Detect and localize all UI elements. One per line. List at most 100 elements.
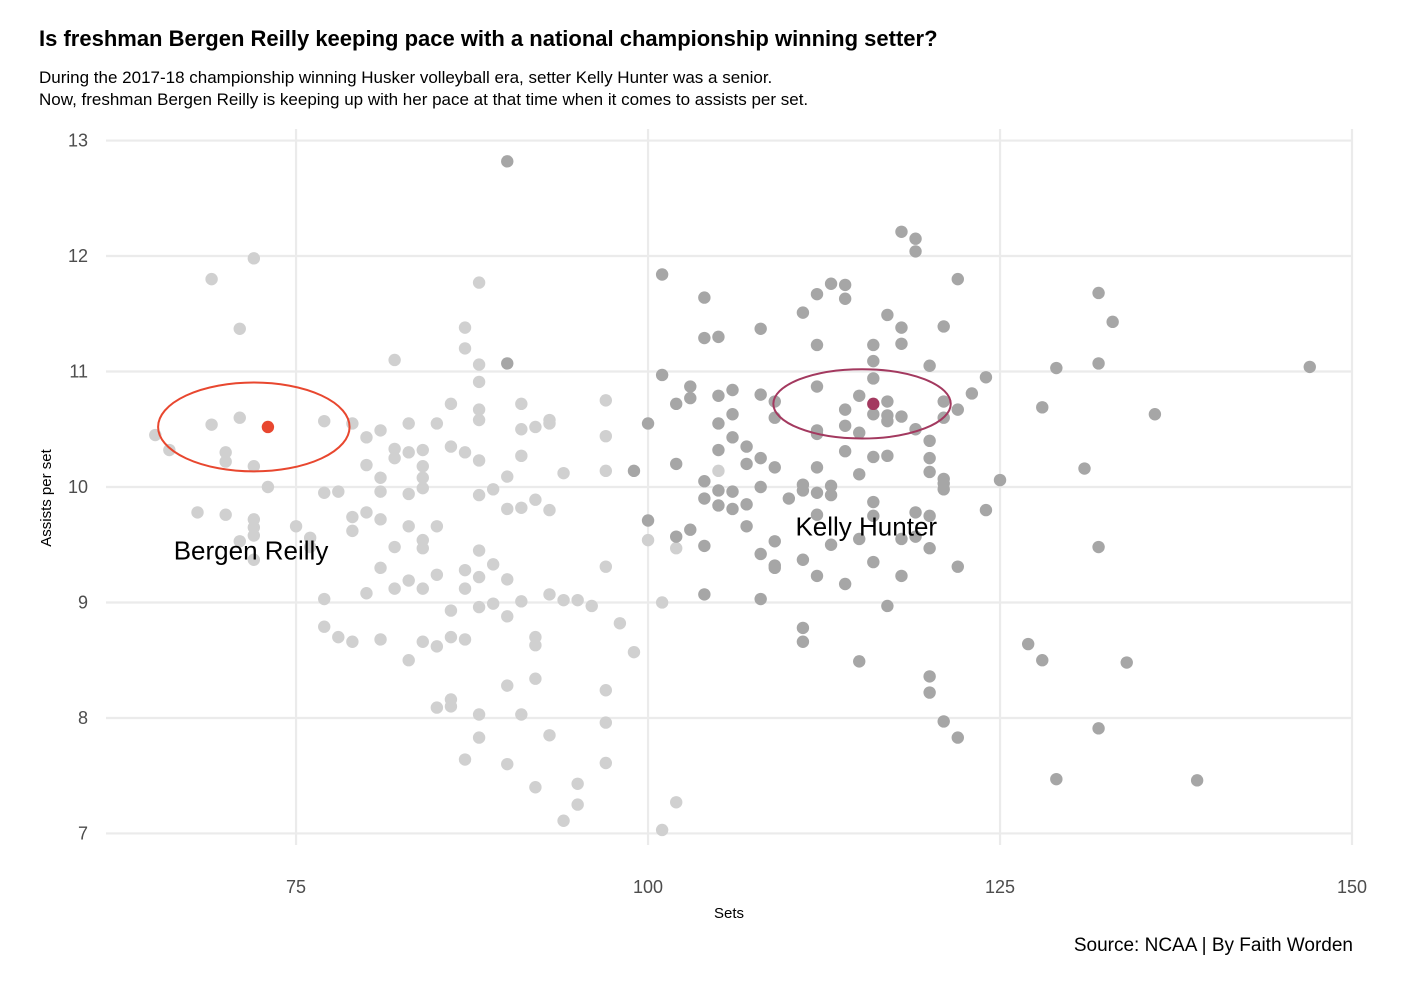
championship-season-point (923, 542, 936, 555)
championship-season-point (895, 337, 908, 350)
championship-season-point (881, 395, 894, 408)
kelly-hunter-label: Kelly Hunter (795, 511, 937, 541)
current-season-point (458, 582, 472, 595)
championship-season-point (810, 569, 824, 583)
current-season-point (388, 442, 401, 456)
current-season-point (430, 640, 444, 653)
current-season-point (543, 417, 556, 430)
current-season-point (712, 464, 725, 478)
current-season-points (149, 252, 725, 837)
current-season-point (486, 558, 500, 571)
championship-season-point (698, 331, 711, 345)
current-season-point (515, 595, 528, 608)
championship-season-point (712, 484, 725, 497)
current-season-point (486, 483, 500, 496)
highlight-ellipses (157, 368, 952, 473)
championship-season-point (923, 465, 936, 479)
championship-season-point (698, 588, 711, 601)
current-season-point (501, 757, 514, 771)
championship-season-point (895, 532, 908, 546)
championship-season-point (684, 523, 697, 536)
current-season-point (360, 587, 373, 600)
annotations: Bergen Reilly Kelly Hunter (174, 511, 938, 565)
current-season-point (670, 542, 683, 555)
current-season-point (303, 531, 317, 545)
championship-season-point (1092, 286, 1105, 300)
championship-season-point (655, 268, 669, 281)
championship-season-point (1120, 656, 1133, 669)
current-season-point (303, 540, 317, 554)
axis-ticks: 75 100 125 150 7 8 9 10 11 12 13 (68, 131, 1367, 897)
current-season-point (571, 798, 584, 811)
current-season-point (529, 781, 542, 794)
championship-season-point (853, 655, 866, 668)
bergen-reilly-ellipse (157, 381, 351, 473)
championship-season-point (1190, 774, 1204, 787)
current-season-point (599, 684, 613, 697)
championship-season-point (895, 410, 908, 423)
y-tick-label: 13 (68, 131, 88, 151)
current-season-point (388, 540, 401, 554)
championship-season-point (712, 443, 725, 457)
championship-season-point (867, 450, 880, 464)
current-season-point (346, 524, 359, 538)
current-season-point (472, 454, 486, 467)
current-season-point (599, 464, 613, 478)
current-season-point (515, 449, 528, 463)
championship-season-point (853, 389, 866, 402)
championship-season-point (1078, 462, 1091, 475)
championship-season-point (796, 621, 810, 635)
championship-season-point (951, 272, 964, 286)
x-tick-label: 150 (1337, 877, 1367, 897)
x-tick-label: 125 (985, 877, 1015, 897)
current-season-point (501, 470, 514, 483)
championship-season-point (754, 388, 767, 401)
y-tick-label: 8 (78, 708, 88, 728)
current-season-point (374, 471, 387, 484)
championship-season-point (1092, 540, 1105, 554)
y-axis-title: Assists per set (38, 448, 55, 546)
current-season-point (205, 418, 218, 431)
current-season-point (515, 423, 528, 436)
current-season-point (655, 823, 669, 837)
championship-season-point (754, 480, 767, 494)
chart-subtitle: During the 2017-18 championship winning … (39, 67, 808, 111)
current-season-point (374, 561, 387, 575)
championship-season-point (698, 291, 711, 304)
championship-season-point (726, 502, 739, 516)
championship-season-point (867, 372, 880, 385)
current-season-point (501, 679, 514, 692)
championship-season-point (726, 408, 739, 421)
championship-season-point (684, 380, 697, 393)
current-season-point (430, 520, 444, 533)
championship-season-point (838, 278, 852, 292)
bergen-reilly-label: Bergen Reilly (174, 536, 329, 566)
current-season-point (346, 510, 359, 524)
current-season-point (430, 701, 444, 714)
championship-season-point (726, 431, 739, 444)
current-season-point (402, 417, 415, 430)
championship-season-point (951, 560, 964, 573)
current-season-point (402, 487, 415, 501)
championship-season-point (909, 232, 922, 245)
current-season-point (444, 397, 458, 411)
current-season-point (416, 481, 429, 495)
x-axis-title: Sets (714, 905, 744, 922)
championship-season-point (937, 715, 950, 728)
championship-season-point (965, 387, 979, 400)
current-season-point (444, 440, 458, 453)
championship-season-point (501, 357, 514, 370)
current-season-point (163, 443, 176, 457)
championship-season-point (810, 338, 824, 352)
championship-season-point (909, 245, 922, 258)
championship-season-point (698, 492, 711, 505)
championship-season-point (867, 354, 880, 368)
championship-season-point (838, 577, 852, 591)
championship-season-point (684, 391, 697, 405)
championship-season-point (698, 539, 711, 553)
current-season-point (402, 520, 415, 533)
championship-season-point (951, 731, 964, 744)
championship-season-point (754, 592, 767, 606)
championship-season-point (740, 440, 753, 453)
championship-season-point (923, 451, 936, 465)
